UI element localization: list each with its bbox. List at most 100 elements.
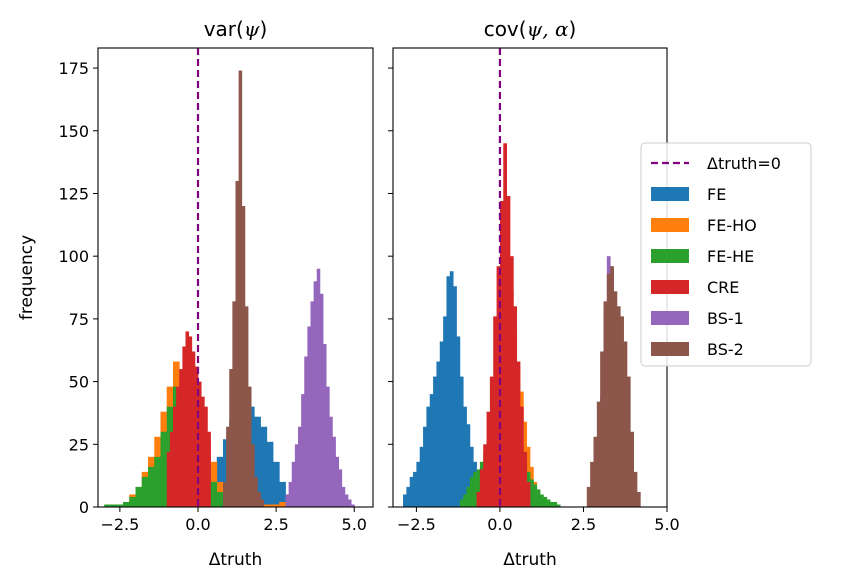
bar-fe-7 [426,406,431,507]
bar-bs-1-9 [313,281,318,507]
bar-bs-1-15 [332,436,336,507]
bar-fe-he-7 [148,466,155,507]
bar-fe-he-3 [469,476,474,507]
bar-bs-2-9 [616,306,621,507]
bar-fe-ho-25 [266,504,274,507]
x-tick-label: −2.5 [397,515,436,534]
bar-cre-13 [519,406,524,507]
bar-bs-1-11 [319,293,324,507]
bar-fe-6 [423,426,427,507]
bar-bs-2-8 [613,291,618,507]
bar-bs-2-0 [223,481,227,507]
bar-bs-2-7 [610,266,614,507]
y-tick-label: 25 [69,435,89,454]
bar-cre-3 [176,386,180,507]
bar-bs-1-18 [341,486,346,507]
panel-title: cov(ψ, α) [484,17,577,41]
bar-fe-he-5 [135,486,143,507]
bar-fe-2 [216,456,224,507]
bar-fe-he-0 [459,499,464,507]
panel-var-psi: −2.5 0.0 2.5 5.0 0 25 50 75 100 125 150 175 Δtruth fr… [17,17,374,570]
bar-cre-2 [173,406,177,507]
bar-cre-11 [201,396,205,507]
x-tick-label: 2.5 [571,515,596,534]
bar-bs-2-1 [590,461,594,507]
bar-bs-2-12 [260,499,265,507]
bar-bs-1-2 [291,461,296,507]
y-tick-label: 175 [58,59,89,78]
bar-fe-he-27 [550,501,554,507]
bar-bs-2-7 [244,306,249,507]
bar-cre-0 [166,451,171,507]
legend-label: FE-HE [707,247,754,266]
bar-bs-2-5 [238,70,243,507]
bar-fe-9 [260,426,268,507]
bar-fe-11 [439,341,444,507]
bar-fe-1 [406,486,411,507]
bar-cre-10 [198,381,202,507]
legend-label: BS-2 [707,340,744,359]
legend-label: Δtruth=0 [707,154,781,173]
bar-bs-2-8 [248,386,252,507]
y-axis-label: frequency [17,235,37,320]
x-tick-label: 5.0 [654,515,679,534]
bar-fe-he-3 [123,501,130,507]
bar-bs-2-2 [593,436,598,507]
series-fe [403,271,491,507]
bar-fe-he-23 [536,489,541,507]
bar-fe-he-24 [540,494,544,507]
series-bs-1 [285,268,355,507]
bar-fe-17 [459,376,464,507]
bar-bs-2-4 [600,351,604,507]
bar-fe-15 [453,286,457,507]
bar-bs-1-16 [335,456,340,507]
bar-fe-he-1 [110,504,118,507]
bar-bs-2-0 [586,486,591,507]
bar-fe-0 [403,494,407,507]
bar-fe-he-2 [466,486,471,507]
bar-bs-2-5 [603,301,608,507]
bar-bs-2-14 [633,471,638,507]
bar-fe-8 [254,416,261,507]
bar-fe-13 [446,276,451,507]
bar-bs-2-12 [626,376,631,507]
bar-fe-he-25 [543,496,548,507]
bar-bs-1-4 [298,426,302,507]
bar-fe-he-6 [141,476,149,507]
x-tick-label: 0.0 [185,515,210,534]
bar-fe-ho-27 [279,501,286,507]
series-cre [166,331,211,507]
bar-bs-2-6 [241,206,246,507]
bar-cre-15 [526,481,531,507]
bar-bs-2-2 [229,369,233,507]
bar-bs-2-3 [596,401,601,507]
bar-cre-8 [503,143,508,507]
legend-label: CRE [707,278,739,297]
bar-fe-10 [436,361,441,507]
x-tick-label: −2.5 [100,515,139,534]
bar-fe-he-22 [533,484,538,507]
bar-fe-9 [433,376,437,507]
bar-bs-1-19 [344,494,349,507]
bar-fe-he-8 [154,456,161,507]
bar-bs-2-3 [232,301,236,507]
bar-fe-ho-26 [273,504,280,507]
legend-label: FE-HO [707,216,757,235]
bar-bs-2-10 [254,476,258,507]
bar-bs-2-1 [226,426,230,507]
bar-fe-18 [463,406,467,507]
bar-fe-he-9 [160,431,168,507]
bar-fe-8 [429,394,434,507]
bar-cre-0 [476,491,481,507]
x-tick-label: 2.5 [263,515,288,534]
y-tick-label: 75 [69,310,89,329]
bar-fe-14 [449,271,454,507]
panel-title: var(ψ) [204,17,268,41]
bar-cre-1 [169,431,174,507]
bar-fe-11 [273,461,280,507]
bar-bs-1-17 [338,469,343,507]
bar-bs-1-0 [285,494,290,507]
bar-bs-2-11 [257,491,261,507]
bar-fe-12 [443,316,447,507]
